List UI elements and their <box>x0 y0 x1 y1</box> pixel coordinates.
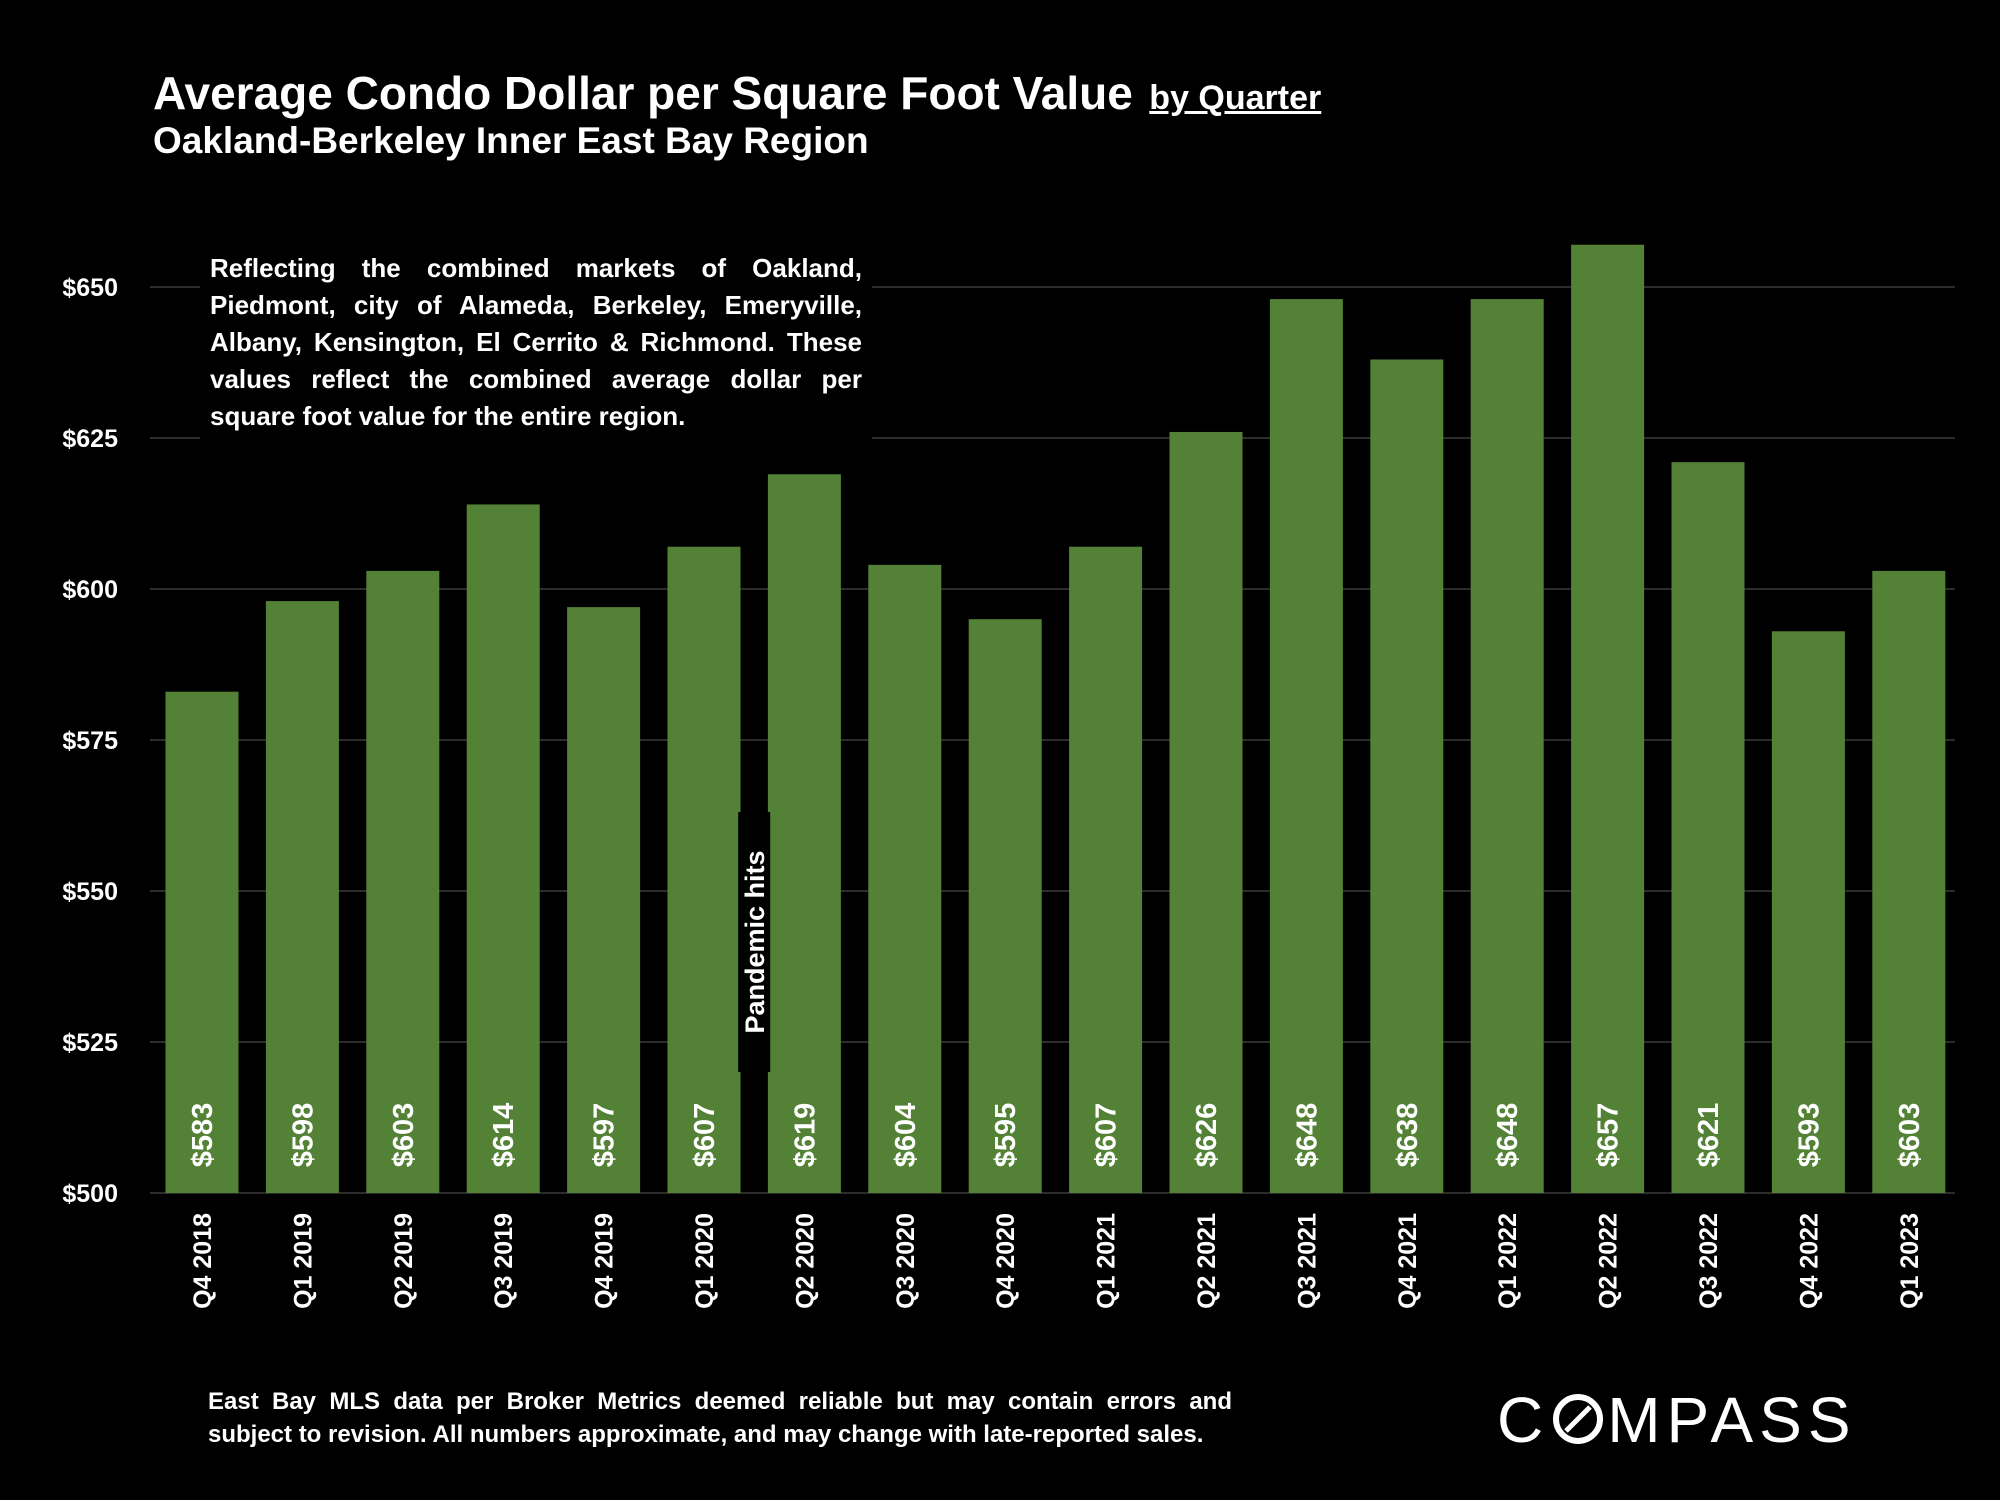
bar-value-label: $638 <box>1392 1103 1424 1168</box>
gridlines <box>150 286 1955 1194</box>
y-tick-label: $550 <box>62 878 118 906</box>
bar <box>1169 431 1243 1194</box>
bar <box>1470 299 1544 1194</box>
x-tick-label: Q2 2019 <box>390 1213 418 1309</box>
bar-value-label: $607 <box>689 1103 721 1168</box>
bar <box>1069 546 1143 1193</box>
bar-value-label: $603 <box>388 1103 420 1168</box>
x-tick-label: Q1 2020 <box>691 1213 719 1309</box>
logo-text-right: MPASS <box>1607 1384 1857 1456</box>
bar <box>265 601 339 1193</box>
y-tick-label: $525 <box>62 1029 118 1057</box>
data-labels: $583 $598 $603 $614 $597 $607 $619 $604 $595 $607… <box>187 1103 1926 1168</box>
x-tick-label: Q4 2019 <box>591 1213 619 1309</box>
chart-title: Average Condo Dollar per Square Foot Val… <box>153 67 1133 119</box>
bar-value-label: $607 <box>1091 1103 1123 1168</box>
compass-o-icon <box>1553 1394 1604 1444</box>
bar <box>1771 631 1845 1193</box>
x-tick-label: Q3 2022 <box>1695 1213 1723 1309</box>
bar-value-label: $583 <box>187 1103 219 1168</box>
x-tick-label: Q4 2018 <box>189 1213 217 1309</box>
bar-value-label: $604 <box>890 1103 922 1168</box>
source-footnote: East Bay MLS data per Broker Metrics dee… <box>208 1388 1232 1448</box>
bar <box>968 619 1042 1193</box>
bar-value-label: $648 <box>1291 1103 1323 1168</box>
logo-text-left: C <box>1497 1384 1550 1456</box>
bar-value-label: $621 <box>1693 1103 1725 1168</box>
bar <box>466 504 540 1193</box>
x-tick-label: Q4 2021 <box>1394 1213 1422 1309</box>
bar <box>1571 244 1645 1194</box>
x-tick-label: Q1 2019 <box>289 1213 317 1309</box>
x-tick-label: Q1 2023 <box>1896 1213 1924 1309</box>
x-tick-label: Q1 2021 <box>1093 1213 1121 1309</box>
x-tick-label: Q3 2021 <box>1293 1213 1321 1309</box>
bar-value-label: $593 <box>1793 1103 1825 1168</box>
bar-value-label: $648 <box>1492 1103 1524 1168</box>
x-tick-label: Q3 2019 <box>490 1213 518 1309</box>
bar <box>667 546 741 1193</box>
compass-logo: C MPASS <box>1497 1388 1917 1452</box>
bar-value-label: $614 <box>488 1103 520 1168</box>
y-tick-label: $575 <box>62 727 118 755</box>
x-tick-label: Q4 2020 <box>992 1213 1020 1309</box>
x-tick-label: Q1 2022 <box>1494 1213 1522 1309</box>
bar <box>767 474 841 1193</box>
x-tick-label: Q3 2020 <box>892 1213 920 1309</box>
bar <box>165 691 239 1193</box>
x-tick-label: Q2 2022 <box>1595 1213 1623 1309</box>
y-tick-label: $650 <box>62 274 118 302</box>
bar-value-label: $657 <box>1593 1103 1625 1168</box>
bar-value-label: $626 <box>1191 1103 1223 1168</box>
event-marker-label: Pandemic hits <box>740 850 770 1033</box>
bar <box>1671 462 1745 1193</box>
y-tick-label: $500 <box>62 1180 118 1208</box>
bar-value-label: $619 <box>789 1103 821 1168</box>
event-marker-band <box>738 812 771 1072</box>
bar <box>366 570 440 1193</box>
title-block: Average Condo Dollar per Square Foot Val… <box>153 66 1321 120</box>
bar-value-label: $595 <box>990 1103 1022 1168</box>
chart-title-suffix: by Quarter <box>1149 79 1322 117</box>
bar-value-label: $598 <box>287 1103 319 1168</box>
x-tick-label: Q2 2020 <box>791 1213 819 1309</box>
bar <box>567 607 641 1193</box>
y-tick-label: $625 <box>62 425 118 453</box>
bar <box>1370 359 1444 1194</box>
bars <box>165 244 1946 1194</box>
bar-value-label: $597 <box>589 1103 621 1168</box>
x-tick-label: Q4 2022 <box>1795 1213 1823 1309</box>
bar <box>1269 299 1343 1194</box>
chart-annotation: Reflecting the combined markets of Oakla… <box>200 246 872 439</box>
x-axis-tick-labels: Q4 2018 Q1 2019 Q2 2019 Q3 2019 Q4 2019 Q1 20… <box>189 1213 1924 1309</box>
bar-value-label: $603 <box>1894 1103 1926 1168</box>
y-axis-tick-labels: $500 $525 $550 $575 $600 $625 $650 <box>62 274 118 1208</box>
chart-subtitle: Oakland-Berkeley Inner East Bay Region <box>153 120 869 161</box>
x-tick-label: Q2 2021 <box>1193 1213 1221 1309</box>
bar <box>1872 570 1946 1193</box>
pandemic-marker: Pandemic hits <box>738 812 771 1072</box>
y-tick-label: $600 <box>62 576 118 604</box>
bar <box>868 564 942 1193</box>
